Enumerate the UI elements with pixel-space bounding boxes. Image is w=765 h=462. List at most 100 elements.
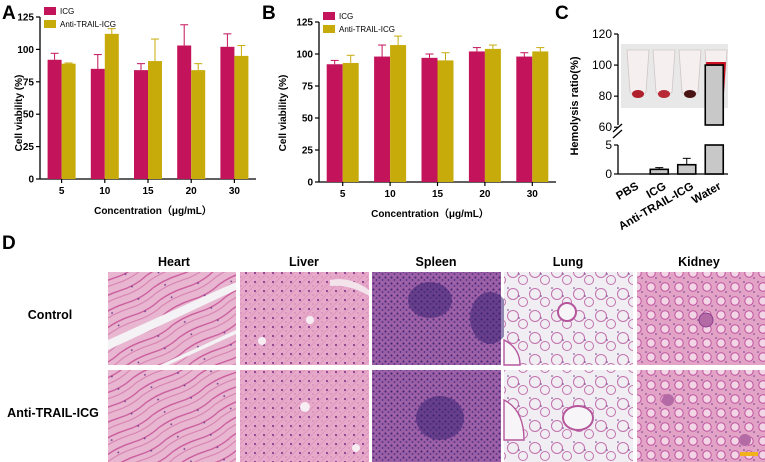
histology-spleen-control [372,272,510,365]
chart-a-bar-icg [90,68,105,179]
tube-icg [652,49,676,98]
chart-c-ytick-label: 5 [605,138,612,152]
chart-b-xtick-label: 10 [385,189,397,200]
chart-b-legend-label: Anti-TRAIL-ICG [339,25,395,34]
histology-col-liver: Liver [289,255,319,269]
chart-b-bar-icg [374,56,391,183]
chart-a-ytick-label: 0 [28,175,34,186]
chart-a-xtick-label: 30 [229,186,241,197]
chart-a-ytick-label: 75 [23,77,35,88]
chart-b-bar-anti-trail-icg [342,62,359,182]
chart-c-xtick-label: Water [690,180,724,206]
chart-a: Cell viability (%) Concentration（μg/mL） … [14,7,256,217]
chart-b-legend-label: ICG [339,12,353,21]
chart-a-ytick-label: 100 [17,45,34,56]
chart-b-xtick-label: 20 [479,189,491,200]
scale-bar [740,452,758,456]
histology-kidney-treated [637,370,765,462]
chart-a-bar-icg [220,46,235,179]
chart-a-legend-swatch [44,20,56,28]
chart-a-bar-icg [134,70,148,179]
chart-a-bar-anti-trail-icg [104,33,119,180]
chart-a-bar-icg [177,45,192,180]
chart-c-xtick-label: PBS [614,180,641,202]
chart-a-ytick-label: 50 [23,110,35,121]
chart-a-bar-anti-trail-icg [148,61,162,180]
chart-b-legend-swatch [323,25,335,33]
tube-pbs [626,49,650,98]
chart-c-bar [649,168,670,175]
chart-a-legend-swatch [44,7,56,15]
histology-col-lung: Lung [553,255,584,269]
tube-anti-trail-icg [678,49,702,98]
chart-a-xtick-label: 15 [142,186,154,197]
chart-b-legend-swatch [323,12,335,20]
histology-heart-treated [108,370,236,462]
chart-b-xlabel: Concentration（μg/mL） [371,207,489,220]
chart-a-legend-label: ICG [60,7,74,16]
histology-col-kidney: Kidney [678,255,720,269]
chart-a-xlabel: Concentration（μg/mL） [94,204,212,217]
chart-a-ylabel: Cell viability (%) [14,75,25,152]
chart-b-xtick-label: 5 [340,189,346,200]
chart-b-ytick-label: 25 [302,146,314,157]
histology-col-heart: Heart [158,255,191,269]
chart-c-ylabel: Hemolysis ratio(%) [569,56,581,155]
histology-lung-control [503,272,633,366]
chart-c-bar-lower [704,144,725,175]
chart-a-bar-icg [47,59,62,179]
chart-c-axis-break [612,129,623,139]
panel-label-a: A [2,3,16,24]
chart-c-ytick-label: 60 [599,120,613,134]
histology-heart-control [108,272,236,365]
chart-a-ytick-label: 125 [17,13,34,24]
chart-b-bar-icg [468,51,485,182]
chart-b-ytick-label: 125 [296,18,313,29]
chart-b-xtick-label: 15 [432,189,444,200]
panel-label-b: B [262,3,276,24]
chart-b-bar-anti-trail-icg [390,45,407,182]
chart-a-bar-anti-trail-icg [191,70,206,179]
chart-c-ytick-label: 100 [592,58,612,72]
chart-b-ytick-label: 75 [302,82,314,93]
histology-liver-control [240,272,369,365]
chart-a-bar-anti-trail-icg [234,55,249,179]
histology-row-anti-trail-icg: Anti-TRAIL-ICG [7,406,99,420]
chart-b-bar-anti-trail-icg [484,48,501,182]
chart-b-ytick-label: 100 [296,50,313,61]
chart-b-bar-anti-trail-icg [532,51,549,182]
chart-a-xtick-label: 10 [99,186,111,197]
chart-c-ytick-label: 120 [592,27,612,41]
chart-a-bar-anti-trail-icg [61,63,76,179]
chart-c-axis-break [612,123,623,133]
histology-col-spleen: Spleen [416,255,457,269]
chart-c-ytick-label: 0 [605,167,612,181]
chart-b-ytick-label: 50 [302,114,314,125]
chart-b: Cell viability (%) Concentration（μg/mL） … [278,12,556,220]
histology-column-labels: Heart Liver Spleen Lung Kidney [158,255,720,269]
chart-c-bar-upper [704,64,725,126]
panel-label-d: D [2,233,16,254]
histology-spleen-treated [372,370,501,462]
histology-kidney-control [637,272,765,365]
chart-a-legend-label: Anti-TRAIL-ICG [60,20,116,29]
chart-b-bar-icg [326,64,343,182]
chart-b-ytick-label: 0 [307,178,313,189]
panel-label-c: C [555,3,569,24]
chart-a-ytick-label: 25 [23,142,35,153]
chart-b-bar-icg [516,56,533,183]
chart-a-xtick-label: 20 [186,186,198,197]
chart-b-bar-anti-trail-icg [437,60,454,182]
chart-b-xtick-label: 30 [527,189,539,200]
chart-b-ylabel: Cell viability (%) [278,75,289,152]
histology-panel: Heart Liver Spleen Lung Kidney Control A… [7,255,765,462]
chart-c-ytick-label: 80 [599,89,613,103]
chart-b-bar-icg [421,57,438,183]
histology-lung-treated [503,370,633,462]
chart-a-xtick-label: 5 [59,186,65,197]
histology-row-control: Control [28,308,72,322]
chart-c-bar [676,163,697,175]
histology-liver-treated [240,370,369,462]
